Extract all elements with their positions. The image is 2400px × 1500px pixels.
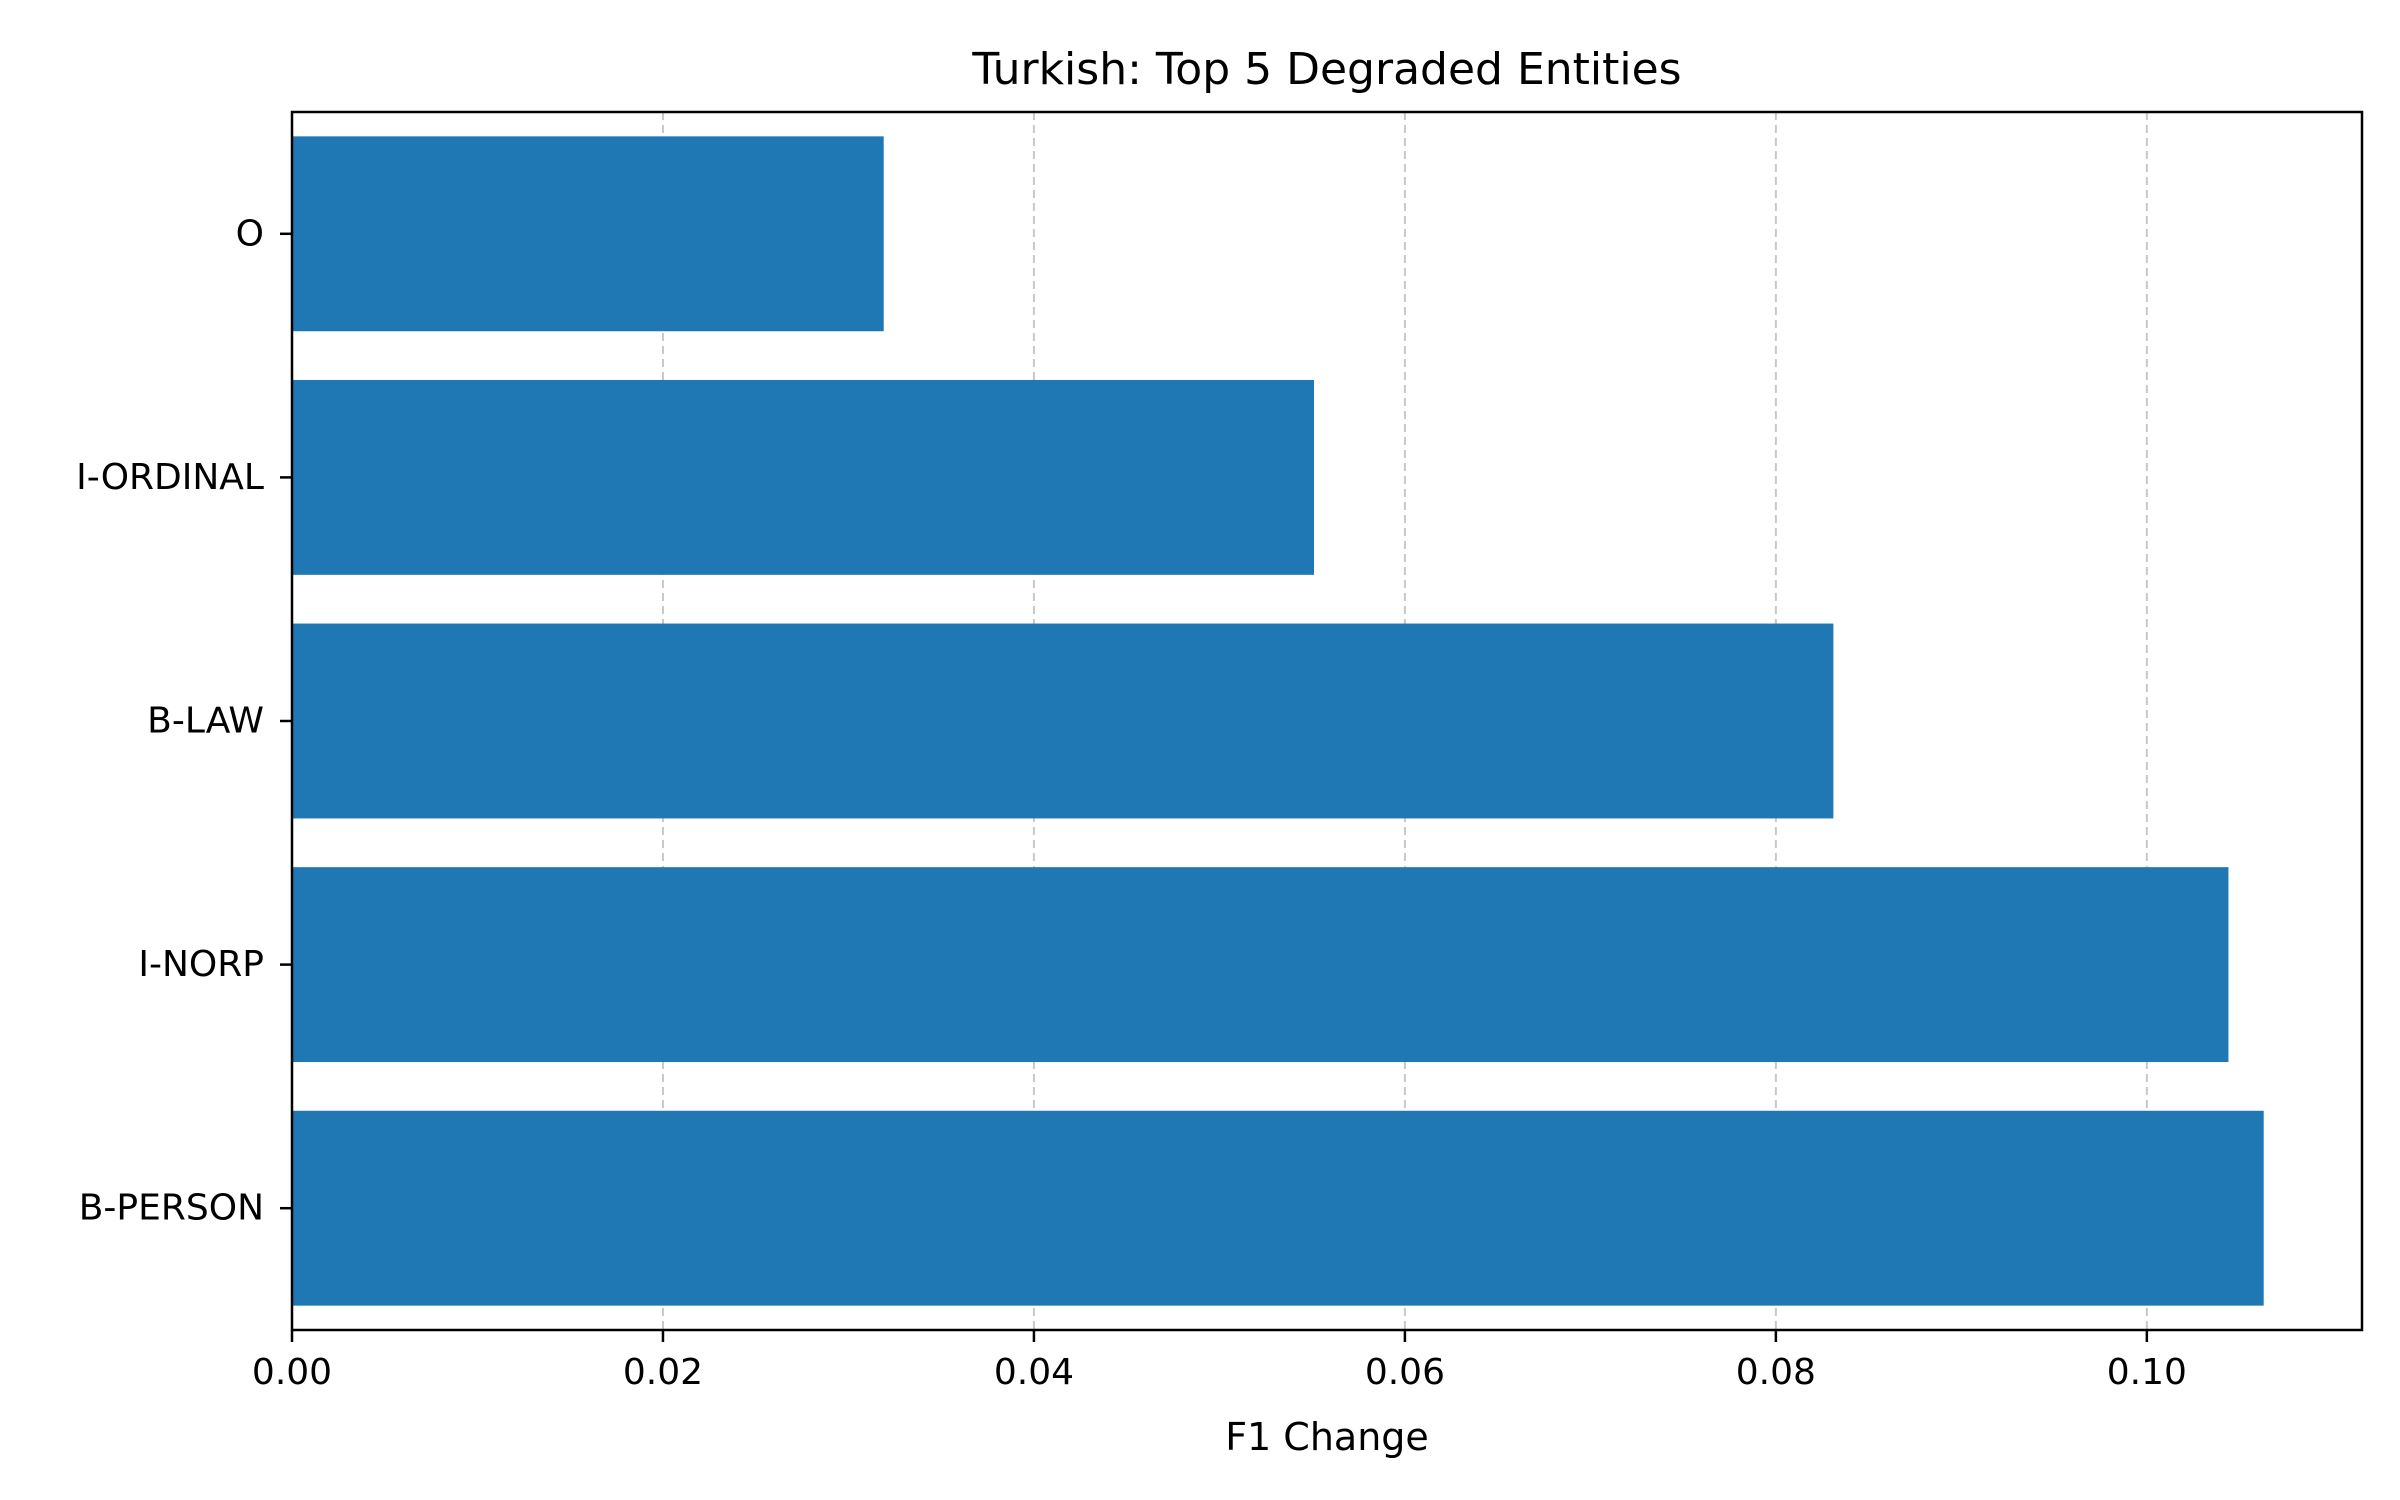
x-axis-ticks: 0.00 0.02 0.04 0.06 0.08 0.10 xyxy=(252,1330,2187,1393)
chart-title: Turkish: Top 5 Degraded Entities xyxy=(971,44,1681,95)
x-tick-label: 0.06 xyxy=(1365,1352,1445,1393)
y-tick-label: I-NORP xyxy=(138,944,264,985)
y-tick-label: O xyxy=(236,213,264,254)
x-tick-label: 0.04 xyxy=(994,1352,1074,1393)
bars xyxy=(292,136,2264,1306)
y-tick-label: B-PERSON xyxy=(79,1188,264,1229)
x-axis-label: F1 Change xyxy=(1225,1415,1429,1459)
x-tick-label: 0.10 xyxy=(2107,1352,2187,1393)
y-tick-label: B-LAW xyxy=(147,701,264,742)
x-tick-label: 0.08 xyxy=(1736,1352,1816,1393)
bar-i-norp xyxy=(292,867,2229,1063)
y-tick-label: I-ORDINAL xyxy=(76,457,264,498)
x-tick-label: 0.02 xyxy=(623,1352,703,1393)
bar-b-law xyxy=(292,623,1834,819)
y-axis-ticks: B-PERSON I-NORP B-LAW I-ORDINAL O xyxy=(76,213,292,1229)
bar-b-person xyxy=(292,1110,2264,1306)
x-tick-label: 0.00 xyxy=(252,1352,332,1393)
bar-o xyxy=(292,136,884,332)
bar-i-ordinal xyxy=(292,379,1315,575)
